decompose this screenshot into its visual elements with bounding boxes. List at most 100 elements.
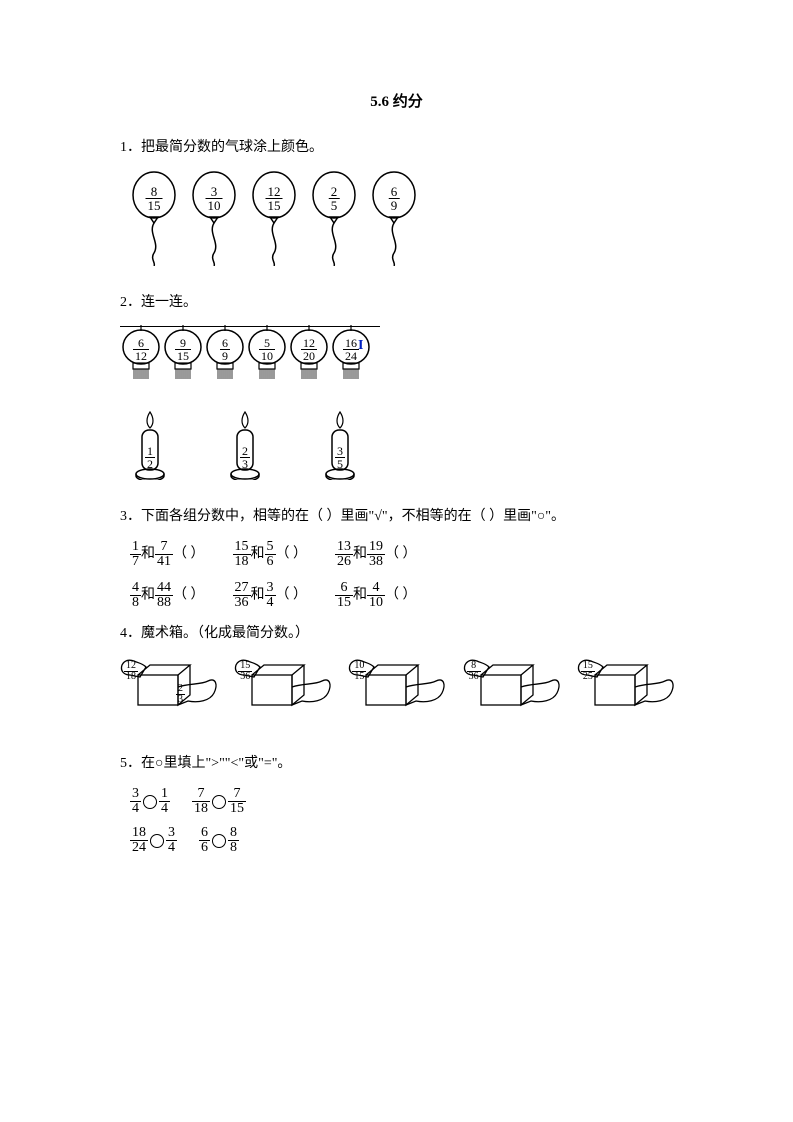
compare-pair: 66 88 bbox=[199, 826, 239, 855]
candle: 23 bbox=[225, 410, 265, 480]
q3-row2: 48和4488（ ）2736和34（ ）615和410（ ） bbox=[130, 581, 673, 610]
fraction: 718 bbox=[192, 787, 210, 816]
lantern: 69 bbox=[204, 325, 246, 385]
and-text: 和 bbox=[353, 547, 367, 562]
lantern: 510 bbox=[246, 325, 288, 385]
fraction-pair: 1326和1938（ ） bbox=[335, 540, 417, 569]
answer-paren[interactable]: （ ） bbox=[276, 588, 308, 603]
fraction: 815 bbox=[146, 185, 163, 212]
fraction: 17 bbox=[130, 540, 141, 569]
fraction: 23 bbox=[240, 445, 250, 470]
fraction: 25 bbox=[329, 185, 340, 212]
fraction: 35 bbox=[335, 445, 345, 470]
lantern: 612 bbox=[120, 325, 162, 385]
lantern-row: 612 915 69 510 1220 1624 bbox=[120, 325, 673, 385]
fraction: 915 bbox=[175, 337, 191, 362]
q5-row1: 34 14 718 715 bbox=[130, 787, 673, 816]
fraction: 34 bbox=[166, 826, 177, 855]
fraction: 1518 bbox=[233, 540, 251, 569]
lantern: 915 bbox=[162, 325, 204, 385]
fraction: 1938 bbox=[367, 540, 385, 569]
fraction: 4488 bbox=[155, 581, 173, 610]
and-text: 和 bbox=[353, 588, 367, 603]
magic-box: 1015 bbox=[348, 657, 444, 727]
fraction-pair: 17和741（ ） bbox=[130, 540, 205, 569]
magic-box: 1536 bbox=[234, 657, 330, 727]
fraction: 1624 bbox=[343, 337, 359, 362]
answer-paren[interactable]: （ ） bbox=[276, 547, 308, 562]
compare-circle[interactable] bbox=[150, 834, 164, 848]
fraction: 69 bbox=[220, 337, 230, 362]
q4-text: 4．魔术箱。（化成最简分数。） bbox=[120, 622, 673, 642]
q3-text: 3．下面各组分数中，相等的在（ ）里画"√"，不相等的在（ ）里画"○"。 bbox=[120, 505, 673, 525]
magic-box: 1218 23 bbox=[120, 657, 216, 727]
fraction: 23 bbox=[176, 684, 185, 705]
answer-paren[interactable]: （ ） bbox=[173, 547, 205, 562]
answer-paren[interactable]: （ ） bbox=[173, 588, 205, 603]
balloon-row: 815 310 1215 25 69 bbox=[120, 171, 673, 266]
and-text: 和 bbox=[251, 547, 265, 562]
compare-circle[interactable] bbox=[212, 795, 226, 809]
fraction: 1536 bbox=[238, 661, 252, 682]
fraction-pair: 48和4488（ ） bbox=[130, 581, 205, 610]
fraction: 510 bbox=[259, 337, 275, 362]
compare-circle[interactable] bbox=[212, 834, 226, 848]
fraction: 69 bbox=[389, 185, 400, 212]
fraction: 1015 bbox=[352, 661, 366, 682]
candle: 35 bbox=[320, 410, 360, 480]
compare-pair: 718 715 bbox=[192, 787, 246, 816]
text-cursor-icon: I bbox=[358, 338, 363, 354]
fraction: 836 bbox=[467, 661, 481, 682]
answer-paren[interactable]: （ ） bbox=[385, 588, 417, 603]
fraction: 66 bbox=[199, 826, 210, 855]
fraction: 88 bbox=[228, 826, 239, 855]
compare-circle[interactable] bbox=[143, 795, 157, 809]
fraction: 1218 bbox=[124, 661, 138, 682]
balloon: 310 bbox=[190, 171, 238, 266]
fraction-pair: 2736和34（ ） bbox=[233, 581, 308, 610]
and-text: 和 bbox=[141, 547, 155, 562]
lantern: 1624 bbox=[330, 325, 372, 385]
balloon: 1215 bbox=[250, 171, 298, 266]
fraction: 410 bbox=[367, 581, 385, 610]
q5-text: 5．在○里填上">""<"或"="。 bbox=[120, 752, 673, 772]
fraction-pair: 1518和56（ ） bbox=[233, 540, 308, 569]
fraction-pair: 615和410（ ） bbox=[335, 581, 417, 610]
candle-row: 12 23 35 bbox=[130, 410, 673, 480]
fraction: 310 bbox=[206, 185, 223, 212]
fraction: 14 bbox=[159, 787, 170, 816]
q1-text: 1．把最简分数的气球涂上颜色。 bbox=[120, 136, 673, 156]
fraction: 34 bbox=[265, 581, 276, 610]
and-text: 和 bbox=[251, 588, 265, 603]
fraction: 1215 bbox=[266, 185, 283, 212]
magic-box-row: 1218 23 1536 1015 836 1525 bbox=[120, 657, 673, 727]
worksheet-title: 5.6 约分 bbox=[120, 90, 673, 111]
q3-row1: 17和741（ ）1518和56（ ）1326和1938（ ） bbox=[130, 540, 673, 569]
q2-text: 2．连一连。 bbox=[120, 291, 673, 311]
magic-box: 1525 bbox=[577, 657, 673, 727]
and-text: 和 bbox=[141, 588, 155, 603]
fraction: 1220 bbox=[301, 337, 317, 362]
fraction: 741 bbox=[155, 540, 173, 569]
fraction: 615 bbox=[335, 581, 353, 610]
fraction: 1525 bbox=[581, 661, 595, 682]
q5-row2: 182434 66 88 bbox=[130, 826, 673, 855]
fraction: 12 bbox=[145, 445, 155, 470]
fraction: 1326 bbox=[335, 540, 353, 569]
fraction: 715 bbox=[228, 787, 246, 816]
balloon: 69 bbox=[370, 171, 418, 266]
fraction: 2736 bbox=[233, 581, 251, 610]
lantern: 1220 bbox=[288, 325, 330, 385]
fraction: 48 bbox=[130, 581, 141, 610]
magic-box: 836 bbox=[463, 657, 559, 727]
fraction: 56 bbox=[265, 540, 276, 569]
answer-paren[interactable]: （ ） bbox=[385, 547, 417, 562]
fraction: 34 bbox=[130, 787, 141, 816]
balloon: 25 bbox=[310, 171, 358, 266]
compare-pair: 34 14 bbox=[130, 787, 170, 816]
compare-pair: 182434 bbox=[130, 826, 177, 855]
balloon: 815 bbox=[130, 171, 178, 266]
lantern-section: 612 915 69 510 1220 1624 bbox=[120, 326, 673, 385]
candle: 12 bbox=[130, 410, 170, 480]
fraction: 612 bbox=[133, 337, 149, 362]
